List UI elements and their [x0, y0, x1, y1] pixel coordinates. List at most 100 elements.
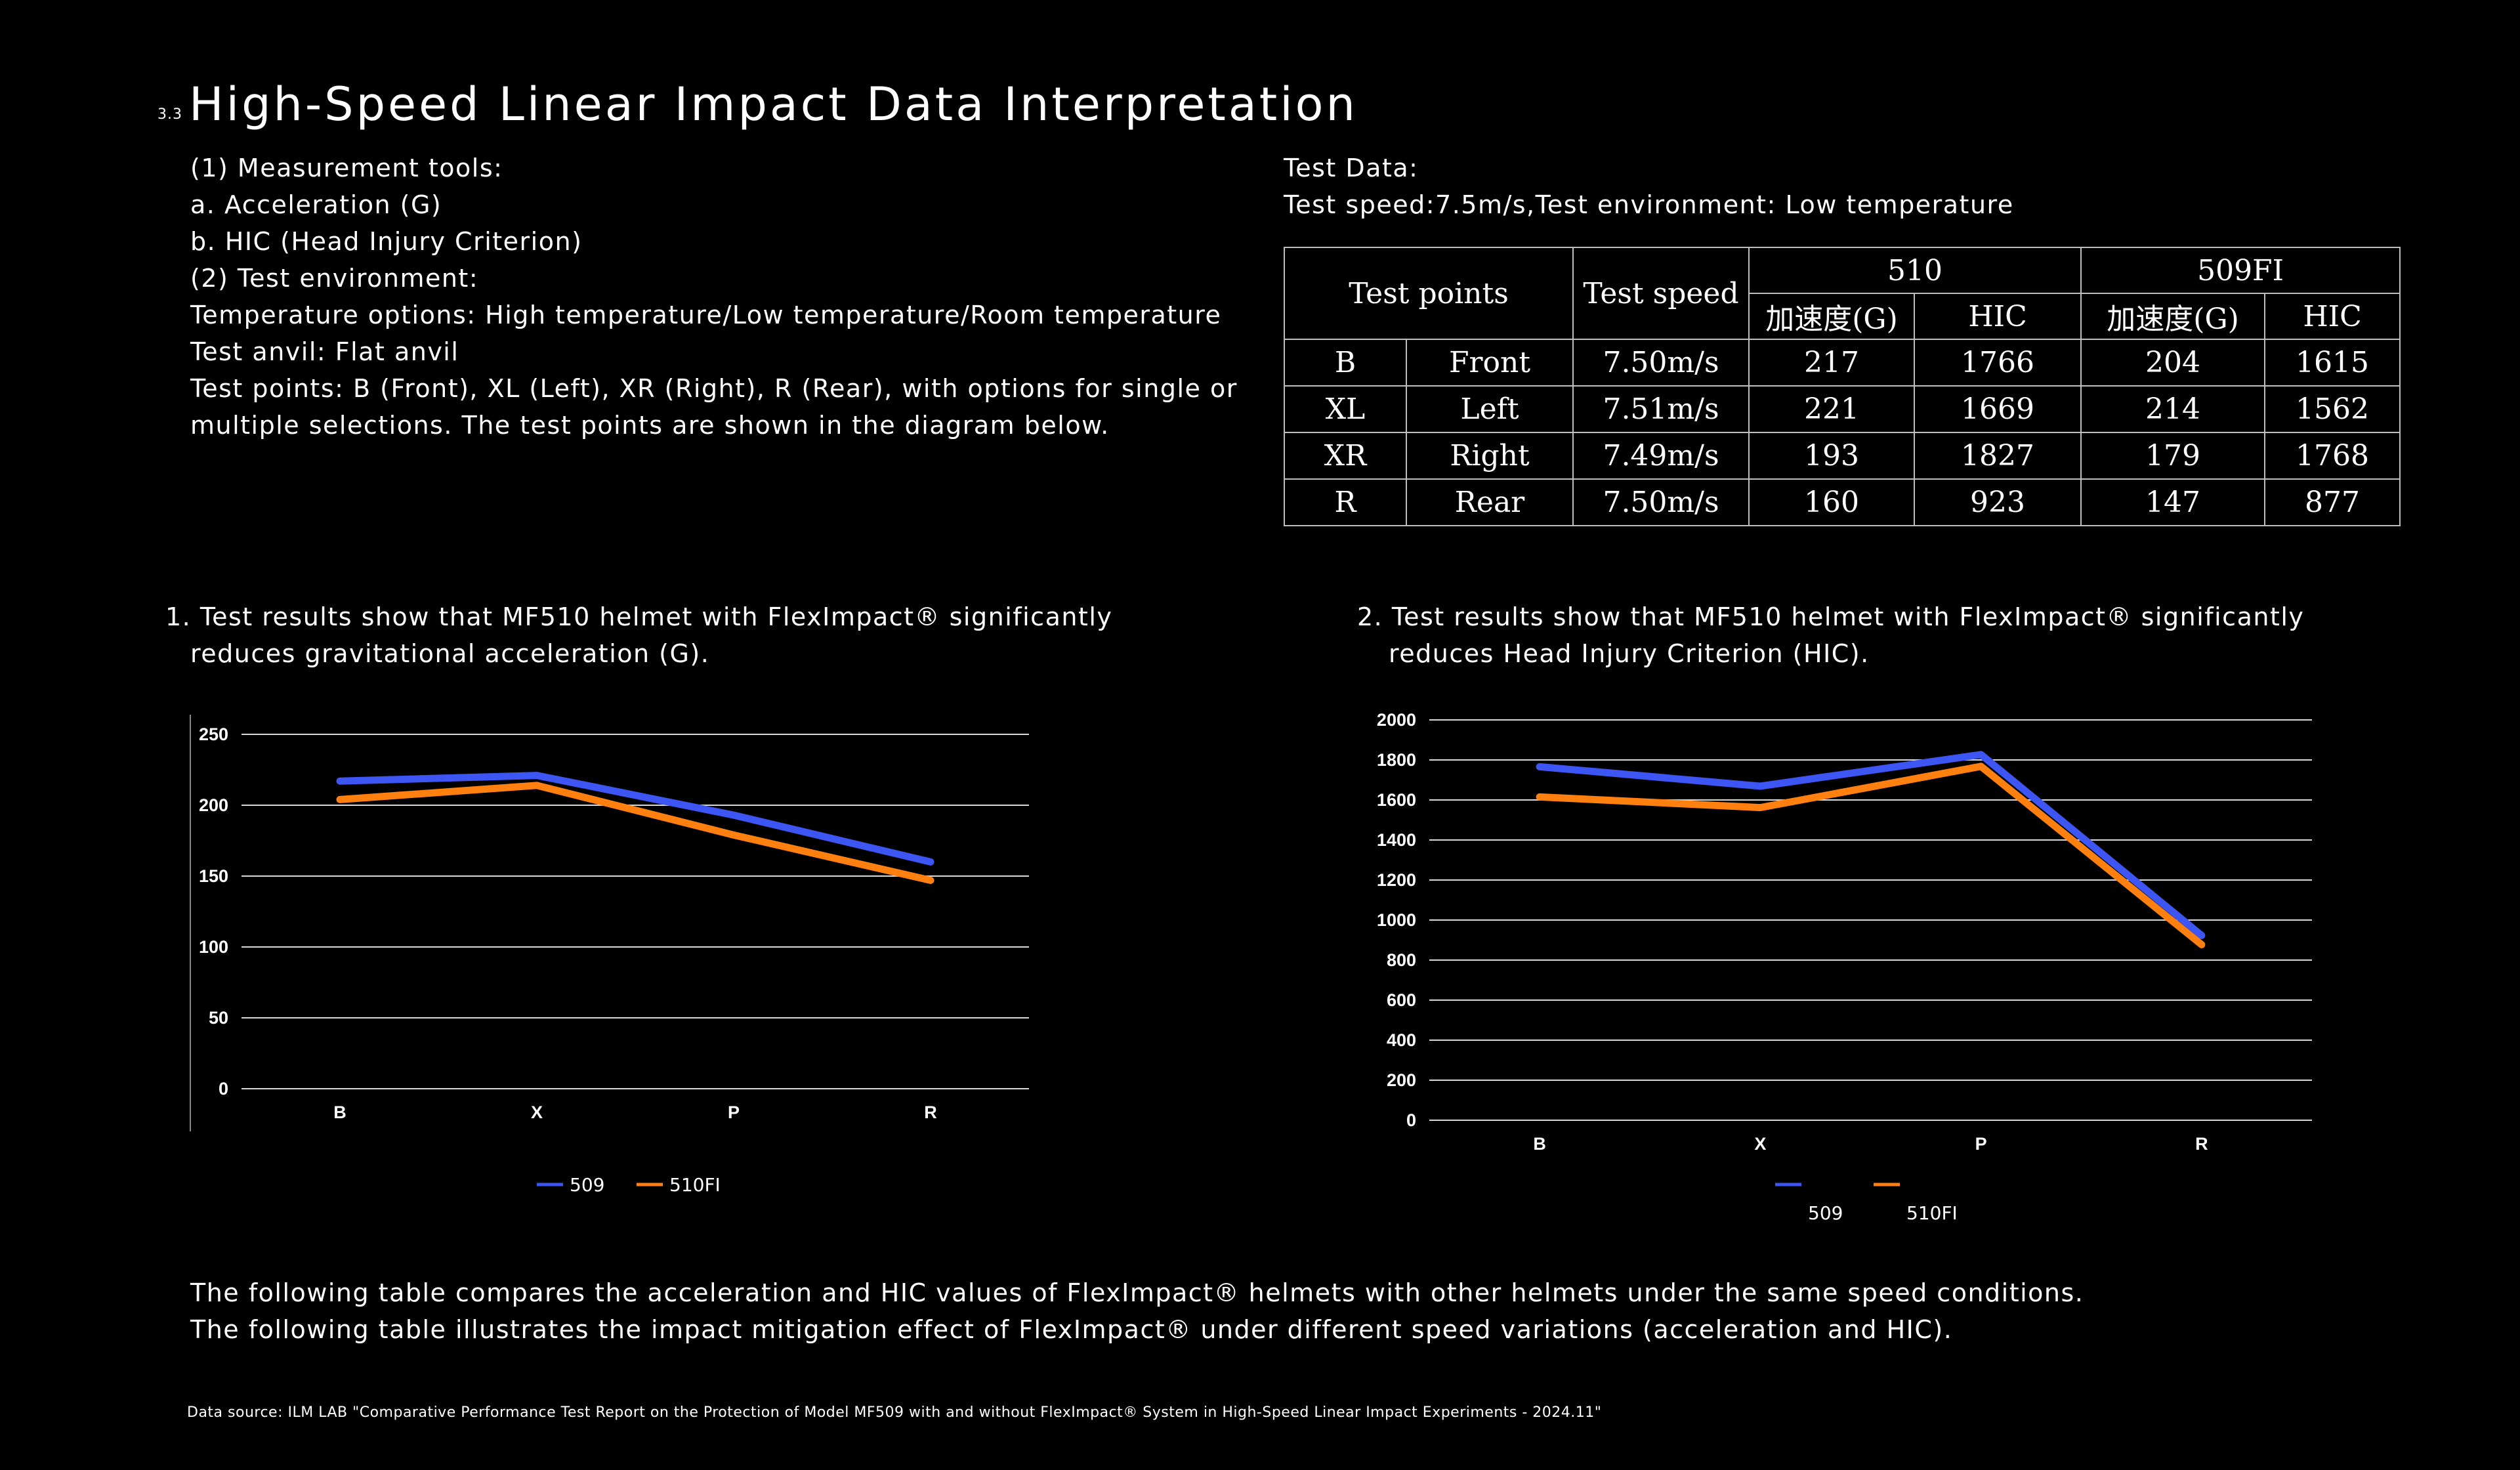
legend-label: 510FI	[1906, 1202, 1958, 1224]
table-row: B Front 7.50m/s 217 1766 204 1615	[1284, 339, 2401, 387]
cell-accel-509fi: 204	[2080, 339, 2266, 387]
header-group-509fi: 509FI	[2080, 247, 2401, 294]
cell-accel-510: 217	[1748, 339, 1916, 387]
x-tick-label: X	[1754, 1134, 1766, 1154]
cell-hic-510: 923	[1914, 478, 2082, 526]
x-tick-label: P	[728, 1102, 740, 1122]
cell-hic-509fi: 877	[2264, 478, 2401, 526]
page-title: High-Speed Linear Impact Data Interpreta…	[189, 77, 1358, 131]
series-line	[1536, 751, 2206, 939]
x-tick-label: R	[924, 1102, 937, 1122]
summary-line: The following table compares the acceler…	[190, 1278, 2084, 1307]
acceleration-chart-svg: 0 50 100 150 200 250 B X P R 509 510FI	[190, 715, 1029, 1196]
header-hic-510: HIC	[1914, 293, 2082, 340]
x-tick-label: B	[333, 1102, 346, 1122]
section-number: 3.3	[158, 106, 182, 123]
cell-hic-510: 1669	[1914, 385, 2082, 433]
note-line: (1) Measurement tools:	[190, 154, 503, 182]
series-line	[336, 772, 934, 866]
y-tick-label: 100	[199, 937, 228, 957]
y-tick-label: 800	[1387, 950, 1416, 970]
cell-position: Front	[1405, 339, 1574, 387]
header-hic-509fi: HIC	[2264, 293, 2401, 340]
y-tick-label: 150	[199, 866, 228, 886]
legend-label: 510FI	[669, 1174, 721, 1196]
y-tick-label: 1800	[1377, 750, 1416, 770]
y-tick-label: 1000	[1377, 910, 1416, 930]
cell-hic-509fi: 1562	[2264, 385, 2401, 433]
legend-label: 509	[570, 1174, 604, 1196]
cell-hic-510: 1827	[1914, 432, 2082, 480]
cell-position: Rear	[1405, 478, 1574, 526]
test-data-heading: Test Data:	[1284, 154, 1419, 182]
cell-speed: 7.50m/s	[1572, 478, 1750, 526]
y-tick-label: 1400	[1377, 830, 1416, 850]
chart1-note-line2: reduces gravitational acceleration (G).	[190, 639, 710, 668]
cell-accel-509fi: 214	[2080, 385, 2266, 433]
y-tick-label: 200	[199, 795, 228, 815]
hic-chart-svg: 0 200 400 600 800 1000 1200 1400 1600 1800 2000 B X P…	[1377, 710, 2312, 1224]
note-line: (2) Test environment:	[190, 264, 479, 293]
y-tick-label: 2000	[1377, 710, 1416, 730]
note-line: Test anvil: Flat anvil	[190, 337, 459, 366]
cell-hic-510: 1766	[1914, 339, 2082, 387]
chart2-note-line2: reduces Head Injury Criterion (HIC).	[1389, 639, 1870, 668]
legend-label: 509	[1808, 1202, 1843, 1224]
y-tick-label: 200	[1387, 1070, 1416, 1090]
table-row: XR Right 7.49m/s 193 1827 179 1768	[1284, 432, 2401, 480]
test-data-block: Test Data: Test speed:7.5m/s,Test enviro…	[1284, 150, 2014, 223]
note-line: Temperature options: High temperature/Lo…	[190, 301, 1222, 329]
cell-point: R	[1284, 478, 1407, 526]
table-row: XL Left 7.51m/s 221 1669 214 1562	[1284, 385, 2401, 433]
x-tick-label: P	[1975, 1134, 1987, 1154]
header-group-510: 510	[1748, 247, 2082, 294]
measurement-notes: (1) Measurement tools: a. Acceleration (…	[190, 150, 1240, 444]
hic-chart: 0 200 400 600 800 1000 1200 1400 1600 1800 2000 B X P…	[1349, 696, 2346, 1234]
cell-accel-509fi: 147	[2080, 478, 2266, 526]
cell-accel-510: 193	[1748, 432, 1916, 480]
y-tick-label: 50	[209, 1008, 228, 1028]
y-tick-label: 400	[1387, 1030, 1416, 1050]
cell-speed: 7.50m/s	[1572, 339, 1750, 387]
table-row: R Rear 7.50m/s 160 923 147 877	[1284, 478, 2401, 526]
note-line: Test points: B (Front), XL (Left), XR (R…	[190, 374, 1238, 403]
results-table: Test points Test speed 510 509FI 加速度(G) …	[1283, 247, 2401, 526]
series-line	[336, 782, 934, 884]
acceleration-chart: 0 50 100 150 200 250 B X P R 509 510FI	[164, 704, 1070, 1202]
cell-speed: 7.51m/s	[1572, 385, 1750, 433]
note-line: b. HIC (Head Injury Criterion)	[190, 227, 583, 256]
x-tick-label: R	[2195, 1134, 2208, 1154]
cell-position: Right	[1405, 432, 1574, 480]
y-tick-label: 1200	[1377, 870, 1416, 890]
cell-accel-510: 221	[1748, 385, 1916, 433]
chart1-note-line1: 1. Test results show that MF510 helmet w…	[165, 602, 1113, 631]
series-line	[1536, 763, 2206, 948]
summary-line: The following table illustrates the impa…	[190, 1315, 1953, 1344]
header-accel-510: 加速度(G)	[1748, 293, 1916, 340]
x-tick-label: B	[1533, 1134, 1546, 1154]
x-tick-label: X	[531, 1102, 543, 1122]
cell-point: XR	[1284, 432, 1407, 480]
note-line: a. Acceleration (G)	[190, 190, 442, 219]
note-line: multiple selections. The test points are…	[190, 411, 1110, 440]
y-tick-label: 600	[1387, 990, 1416, 1010]
header-test-speed: Test speed	[1572, 247, 1750, 340]
cell-point: XL	[1284, 385, 1407, 433]
cell-accel-510: 160	[1748, 478, 1916, 526]
bottom-summary: The following table compares the acceler…	[190, 1274, 2084, 1348]
cell-point: B	[1284, 339, 1407, 387]
cell-position: Left	[1405, 385, 1574, 433]
y-tick-label: 1600	[1377, 790, 1416, 810]
cell-accel-509fi: 179	[2080, 432, 2266, 480]
header-accel-509fi: 加速度(G)	[2080, 293, 2266, 340]
y-tick-label: 250	[199, 724, 228, 744]
y-tick-label: 0	[1406, 1110, 1416, 1130]
y-tick-label: 0	[219, 1079, 228, 1099]
header-test-points: Test points	[1283, 247, 1574, 340]
test-conditions: Test speed:7.5m/s,Test environment: Low …	[1284, 190, 2014, 219]
data-source: Data source: ILM LAB "Comparative Perfor…	[187, 1404, 1602, 1421]
cell-hic-509fi: 1768	[2264, 432, 2401, 480]
chart2-note-line1: 2. Test results show that MF510 helmet w…	[1357, 602, 2305, 631]
cell-speed: 7.49m/s	[1572, 432, 1750, 480]
cell-hic-509fi: 1615	[2264, 339, 2401, 387]
